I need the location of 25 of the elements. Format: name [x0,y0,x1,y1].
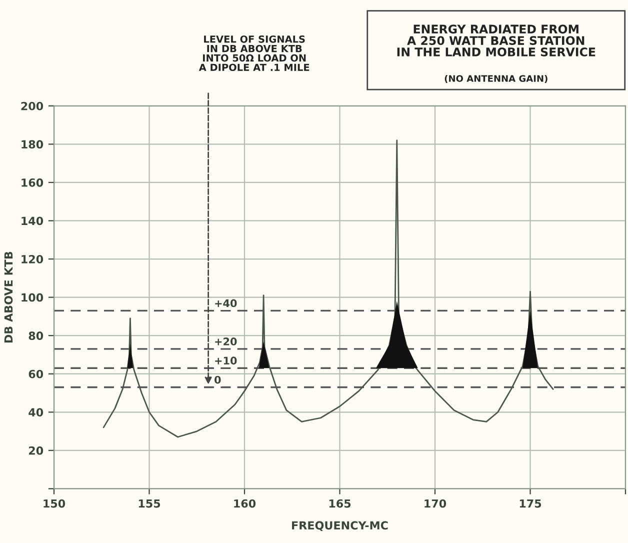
annotation: +20 [215,338,237,346]
annotation: 0 [214,376,221,384]
y-tick-label: 100 [22,293,44,302]
y-tick-label: 180 [22,140,44,149]
y-tick-label: 200 [21,102,44,110]
annotation: +10 [215,356,237,365]
y-tick-label: 60 [28,370,44,378]
chart-subtitle: (NO ANTENNA GAIN) [444,74,548,83]
y-tick-label: 20 [29,446,44,455]
y-tick-label: 40 [28,408,44,417]
y-tick-label: 80 [28,332,44,340]
x-tick-label: 160 [234,499,256,508]
y-tick-label: 140 [22,216,44,226]
x-tick-label: 170 [424,499,446,508]
x-tick-label: 150 [44,499,66,508]
x-tick-label: 155 [138,499,160,508]
annotation: +40 [215,299,237,308]
x-tick-label: 175 [520,499,542,508]
x-tick-label: 165 [329,499,351,508]
chart-title: ENERGY RADIATED FROM A 250 WATT BASE STATION IN THE LAND MOBILE SERVICE [397,24,596,56]
y-axis-title: DB ABOVE KTB [4,252,13,343]
y-tick-label: 160 [22,178,44,187]
x-axis-title: FREQUENCY-MC [292,521,388,532]
y-tick-label: 120 [22,254,44,264]
text: LEVEL OF SIGNALS IN DB ABOVE KTB INTO 50Ω LOAD ON A DIPOLE AT .1 MILE [198,35,310,72]
